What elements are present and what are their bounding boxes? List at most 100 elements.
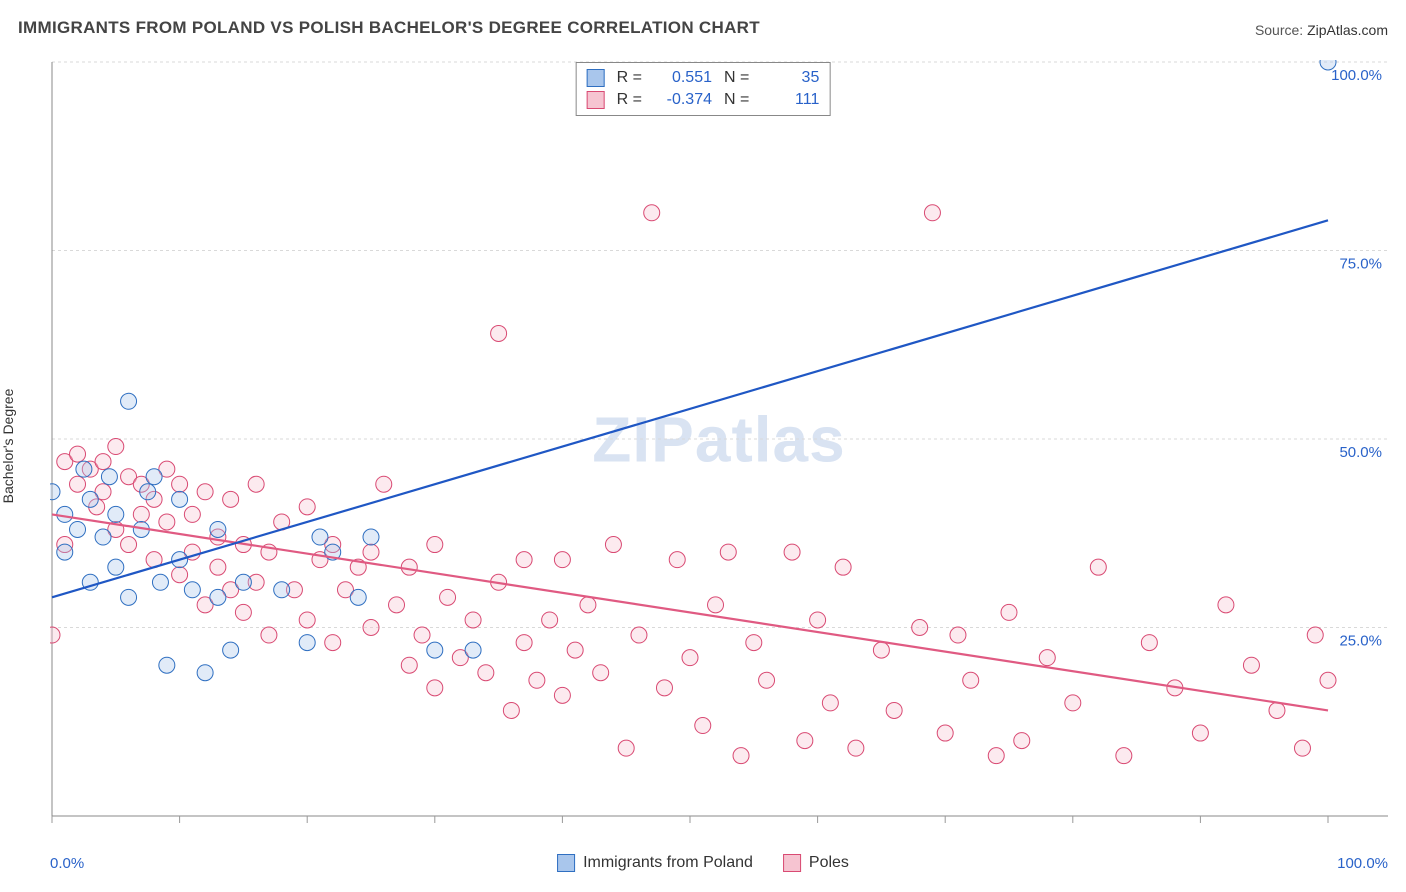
scatter-point-b [618, 740, 634, 756]
r-label: R = [617, 67, 642, 89]
scatter-point-b [937, 725, 953, 741]
y-tick-label: 50.0% [1339, 444, 1382, 461]
scatter-point-b [210, 559, 226, 575]
scatter-point-b [1307, 627, 1323, 643]
scatter-point-b [733, 748, 749, 764]
scatter-point-b [631, 627, 647, 643]
series-legend-label: Immigrants from Poland [583, 854, 753, 872]
scatter-point-b [580, 597, 596, 613]
scatter-point-b [121, 537, 137, 553]
scatter-point-b [1243, 657, 1259, 673]
scatter-point-b [912, 620, 928, 636]
scatter-point-b [784, 544, 800, 560]
source-credit: Source: ZipAtlas.com [1255, 22, 1388, 38]
scatter-point-b [554, 552, 570, 568]
scatter-point-b [427, 537, 443, 553]
scatter-point-b [873, 642, 889, 658]
scatter-point-b [682, 650, 698, 666]
scatter-point-b [503, 702, 519, 718]
scatter-point-a [101, 469, 117, 485]
n-label: N = [724, 89, 749, 111]
scatter-point-b [759, 672, 775, 688]
r-label: R = [617, 89, 642, 111]
scatter-point-a [82, 491, 98, 507]
scatter-point-b [363, 544, 379, 560]
scatter-point-b [95, 454, 111, 470]
scatter-point-b [644, 205, 660, 221]
scatter-point-a [108, 559, 124, 575]
scatter-point-a [299, 635, 315, 651]
scatter-point-a [465, 642, 481, 658]
x-axis-min-label: 0.0% [50, 855, 84, 872]
scatter-point-b [172, 567, 188, 583]
scatter-chart: ZIPatlas25.0%50.0%75.0%100.0% [50, 60, 1388, 832]
scatter-point-b [172, 476, 188, 492]
correlation-legend-row: R = -0.374 N = 111 [587, 89, 820, 111]
legend-swatch [587, 69, 605, 87]
scatter-point-a [121, 393, 137, 409]
scatter-point-b [924, 205, 940, 221]
scatter-point-b [988, 748, 1004, 764]
scatter-point-b [886, 702, 902, 718]
scatter-point-a [76, 461, 92, 477]
y-tick-label: 25.0% [1339, 633, 1382, 650]
scatter-point-b [1141, 635, 1157, 651]
scatter-point-b [223, 491, 239, 507]
scatter-point-b [70, 476, 86, 492]
scatter-point-b [567, 642, 583, 658]
scatter-point-b [235, 604, 251, 620]
scatter-point-b [1269, 702, 1285, 718]
scatter-point-b [822, 695, 838, 711]
scatter-point-b [1090, 559, 1106, 575]
scatter-point-b [50, 627, 60, 643]
scatter-point-b [414, 627, 430, 643]
scatter-point-b [669, 552, 685, 568]
scatter-point-b [950, 627, 966, 643]
scatter-point-a [172, 491, 188, 507]
scatter-point-b [401, 559, 417, 575]
scatter-point-b [797, 733, 813, 749]
scatter-point-b [299, 499, 315, 515]
scatter-point-b [299, 612, 315, 628]
scatter-point-b [529, 672, 545, 688]
scatter-point-a [197, 665, 213, 681]
scatter-point-b [363, 620, 379, 636]
n-label: N = [724, 67, 749, 89]
scatter-point-b [593, 665, 609, 681]
scatter-point-b [478, 665, 494, 681]
scatter-point-a [184, 582, 200, 598]
scatter-point-b [848, 740, 864, 756]
scatter-point-a [312, 529, 328, 545]
chart-title: IMMIGRANTS FROM POLAND VS POLISH BACHELO… [18, 18, 760, 38]
scatter-point-b [1218, 597, 1234, 613]
scatter-point-b [389, 597, 405, 613]
scatter-point-b [605, 537, 621, 553]
scatter-point-b [516, 635, 532, 651]
scatter-point-b [708, 597, 724, 613]
scatter-point-b [835, 559, 851, 575]
scatter-point-b [325, 635, 341, 651]
scatter-point-b [465, 612, 481, 628]
scatter-point-b [491, 325, 507, 341]
source-label: Source: [1255, 22, 1307, 38]
y-tick-label: 100.0% [1331, 67, 1382, 84]
scatter-point-b [1294, 740, 1310, 756]
scatter-point-b [108, 439, 124, 455]
scatter-point-b [554, 687, 570, 703]
scatter-point-b [1116, 748, 1132, 764]
n-value: 111 [761, 89, 819, 111]
source-value: ZipAtlas.com [1307, 22, 1388, 38]
scatter-point-b [656, 680, 672, 696]
scatter-point-b [70, 446, 86, 462]
scatter-point-a [210, 589, 226, 605]
scatter-point-b [720, 544, 736, 560]
series-legend-item: Immigrants from Poland [557, 854, 753, 872]
x-axis-max-label: 100.0% [1337, 855, 1388, 872]
scatter-point-a [350, 589, 366, 605]
scatter-point-b [133, 506, 149, 522]
scatter-point-b [810, 612, 826, 628]
r-value: -0.374 [654, 89, 712, 111]
correlation-legend-row: R =0.551N =35 [587, 67, 820, 89]
scatter-point-b [963, 672, 979, 688]
scatter-point-a [223, 642, 239, 658]
